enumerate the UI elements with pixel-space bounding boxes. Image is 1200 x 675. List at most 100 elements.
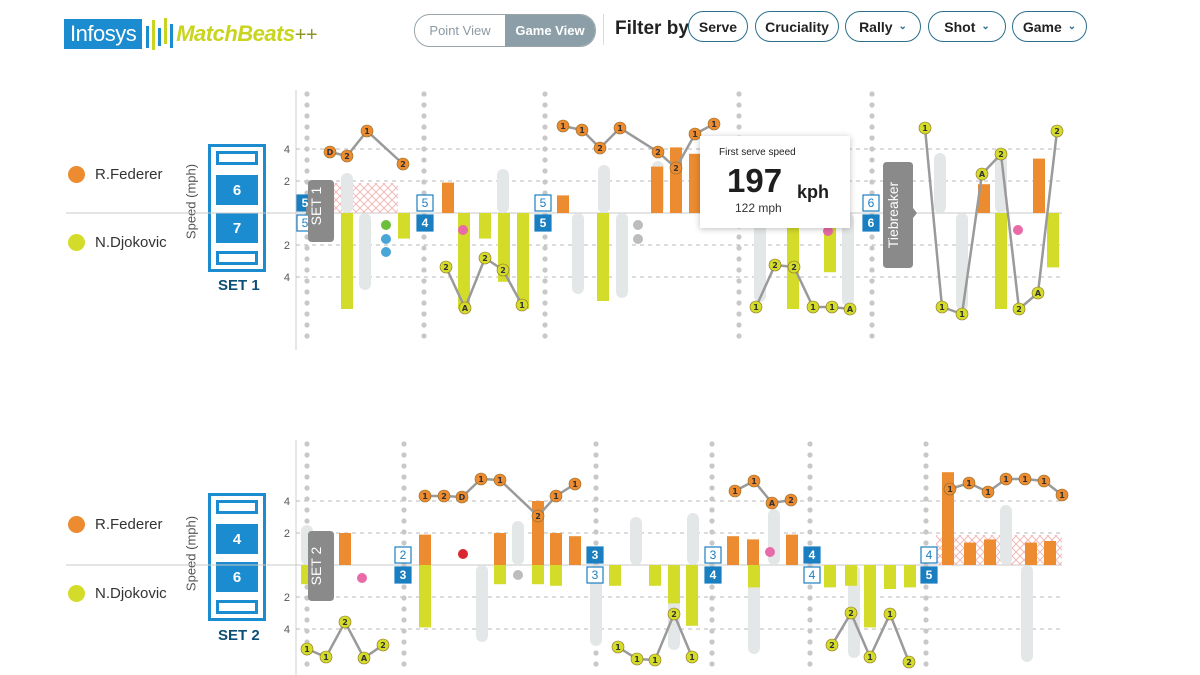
rally-point [669, 161, 683, 175]
federer-dot-icon [68, 166, 85, 183]
rally-point [338, 615, 352, 629]
game-score-top-badge [416, 194, 434, 212]
game-separator-dot [736, 124, 742, 130]
tooltip-sub: 122 mph [735, 201, 782, 215]
game-separator-dot [869, 289, 875, 295]
game-separator-dot [869, 256, 875, 262]
rally-point-label: A [847, 305, 854, 314]
djokovic-serve-bar [668, 565, 680, 604]
rally-point-label: 2 [342, 618, 348, 627]
game-separator-dot [542, 102, 548, 108]
rally-point [323, 145, 337, 159]
game-separator-dot [593, 463, 599, 469]
y-tick-label: 4 [284, 144, 290, 156]
game-view-button[interactable]: Game View [505, 15, 595, 46]
game-separator-dot [401, 628, 407, 634]
rally-point-label: A [462, 304, 469, 313]
game-separator-dot [923, 661, 929, 667]
game-separator-dot [401, 540, 407, 546]
set1-court[interactable]: 6 7 [208, 144, 266, 272]
rally-point [765, 496, 779, 510]
game-separator-dot [421, 267, 427, 273]
djokovic-serve-bar [597, 213, 609, 301]
game-separator-dot [709, 474, 715, 480]
game-separator-dot [709, 562, 715, 568]
rally-point-label: 1 [829, 303, 835, 312]
tooltip-unit: kph [797, 182, 830, 202]
federer-serve-bar [984, 539, 996, 565]
game-separator-dot [923, 529, 929, 535]
rally-point-label: 2 [482, 254, 488, 263]
set1-tab-label: SET 1 [308, 186, 324, 225]
game-separator-dot [304, 289, 310, 295]
game-separator-dot [869, 168, 875, 174]
game-separator-dot [421, 179, 427, 185]
filter-serve-button[interactable]: Serve [688, 11, 748, 42]
rally-point [396, 157, 410, 171]
court-band-top [216, 151, 258, 165]
game-separator-dot [807, 584, 813, 590]
game-separator-dot [923, 474, 929, 480]
rally-point-label: 2 [788, 496, 794, 505]
rally-point [357, 651, 371, 665]
game-separator-dot [869, 179, 875, 185]
rally-point-label: 2 [443, 263, 449, 272]
set2-tab[interactable]: SET 2 [306, 531, 336, 601]
rally-point [902, 655, 916, 669]
game-separator-dot [923, 507, 929, 513]
rally-point [768, 258, 782, 272]
rally-point-label: 1 [572, 480, 578, 489]
rally-point-label: A [979, 170, 986, 179]
game-separator-dot [593, 496, 599, 502]
rally-point [418, 489, 432, 503]
game-separator-dot [869, 102, 875, 108]
logo[interactable]: Infosys MatchBeats++ [64, 16, 318, 52]
rally-point [863, 650, 877, 664]
federer-serve-bar [689, 153, 701, 213]
djokovic-serve-bar [517, 213, 529, 309]
game-separator-dot [807, 606, 813, 612]
game-separator-dot [736, 333, 742, 339]
rally-point [918, 121, 932, 135]
game-separator-dot [421, 113, 427, 119]
rally-point-label: 1 [497, 476, 503, 485]
filter-shot-dropdown[interactable]: Shot ⌄ [928, 11, 1006, 42]
game-separator-dot [304, 102, 310, 108]
rally-point [883, 607, 897, 621]
game-separator-dot [709, 485, 715, 491]
set2-court[interactable]: 4 6 [208, 493, 266, 621]
filter-rally-dropdown[interactable]: Rally ⌄ [845, 11, 921, 42]
rally-bar [512, 521, 524, 565]
rally-bar [842, 213, 854, 306]
game-separator-dot [421, 102, 427, 108]
rally-bar [497, 169, 509, 213]
filter-cruciality-button[interactable]: Cruciality [755, 11, 839, 42]
game-separator-dot [304, 463, 310, 469]
game-separator-dot [542, 256, 548, 262]
game-separator-dot [401, 496, 407, 502]
game-separator-dot [421, 168, 427, 174]
game-separator-dot [401, 584, 407, 590]
federer-serve-bar [339, 533, 351, 565]
djokovic-serve-bar [884, 565, 896, 589]
game-score-top-badge [394, 546, 412, 564]
y-tick-label: 4 [284, 496, 290, 508]
game-separator-dot [401, 518, 407, 524]
point-view-button[interactable]: Point View [429, 23, 491, 38]
rally-point [300, 642, 314, 656]
rally-point [515, 298, 529, 312]
rally-point [611, 640, 625, 654]
game-separator-dot [869, 311, 875, 317]
rally-point [496, 263, 510, 277]
tiebreaker-tab[interactable]: Tiebreaker [881, 162, 917, 268]
rally-point [784, 493, 798, 507]
game-separator-dot [869, 333, 875, 339]
rally-point-label: 1 [560, 122, 566, 131]
rally-bar [1021, 565, 1033, 662]
set1-tab[interactable]: SET 1 [306, 180, 336, 242]
crucial-zone [322, 183, 398, 213]
rally-point-label: 2 [400, 160, 406, 169]
filter-game-dropdown[interactable]: Game ⌄ [1012, 11, 1087, 42]
game-separator-dot [421, 256, 427, 262]
